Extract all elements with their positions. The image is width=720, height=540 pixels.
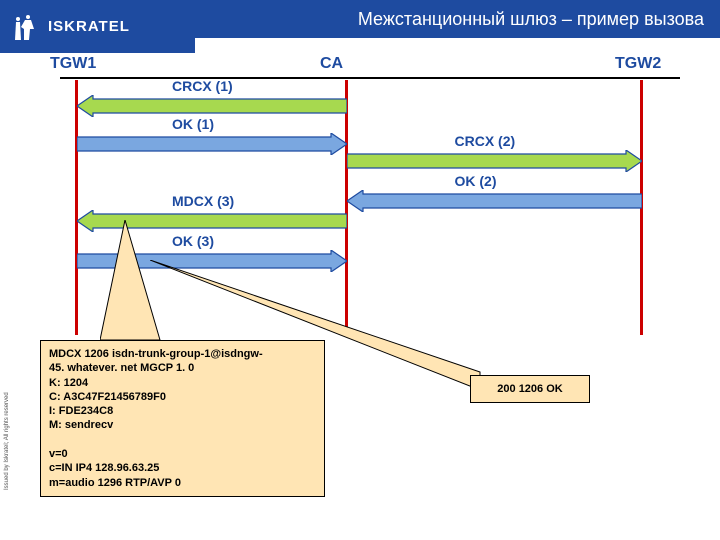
node-tgw1: TGW1: [50, 55, 96, 73]
slide-title: Межстанционный шлюз – пример вызова: [358, 0, 720, 38]
message-arrow: [347, 190, 642, 212]
message-arrow: [77, 95, 347, 117]
callout-line: M: sendrecv: [49, 418, 316, 432]
logo: ISKRATEL: [0, 0, 195, 53]
message-label: OK (1): [172, 116, 214, 132]
message-label: MDCX (3): [172, 193, 234, 209]
callout-ok: 200 1206 OK: [470, 375, 590, 403]
logo-text: ISKRATEL: [48, 18, 130, 35]
logo-star-icon: [10, 12, 40, 42]
node-tgw2: TGW2: [615, 55, 661, 73]
sequence-diagram: TGW1 CA TGW2 CRCX (1) OK (1) CRCX (2) OK (2) MD…: [40, 55, 700, 535]
copyright-text: Issued by Iskratel; All rights reserved: [4, 392, 10, 490]
message-label: CRCX (1): [172, 78, 233, 94]
callout-line: m=audio 1296 RTP/AVP 0: [49, 476, 316, 490]
node-ca: CA: [320, 55, 343, 73]
lifeline-tgw1: [75, 80, 78, 335]
message-arrow: [77, 133, 347, 155]
callout-line: [49, 433, 316, 447]
callout-pointer-small: [150, 260, 510, 400]
lifeline-baseline: [60, 77, 680, 79]
callout-line: I: FDE234C8: [49, 404, 316, 418]
callout-line: v=0: [49, 447, 316, 461]
callout-line: c=IN IP4 128.96.63.25: [49, 461, 316, 475]
message-label: CRCX (2): [455, 133, 516, 149]
message-label: OK (2): [455, 173, 497, 189]
message-arrow: [347, 150, 642, 172]
